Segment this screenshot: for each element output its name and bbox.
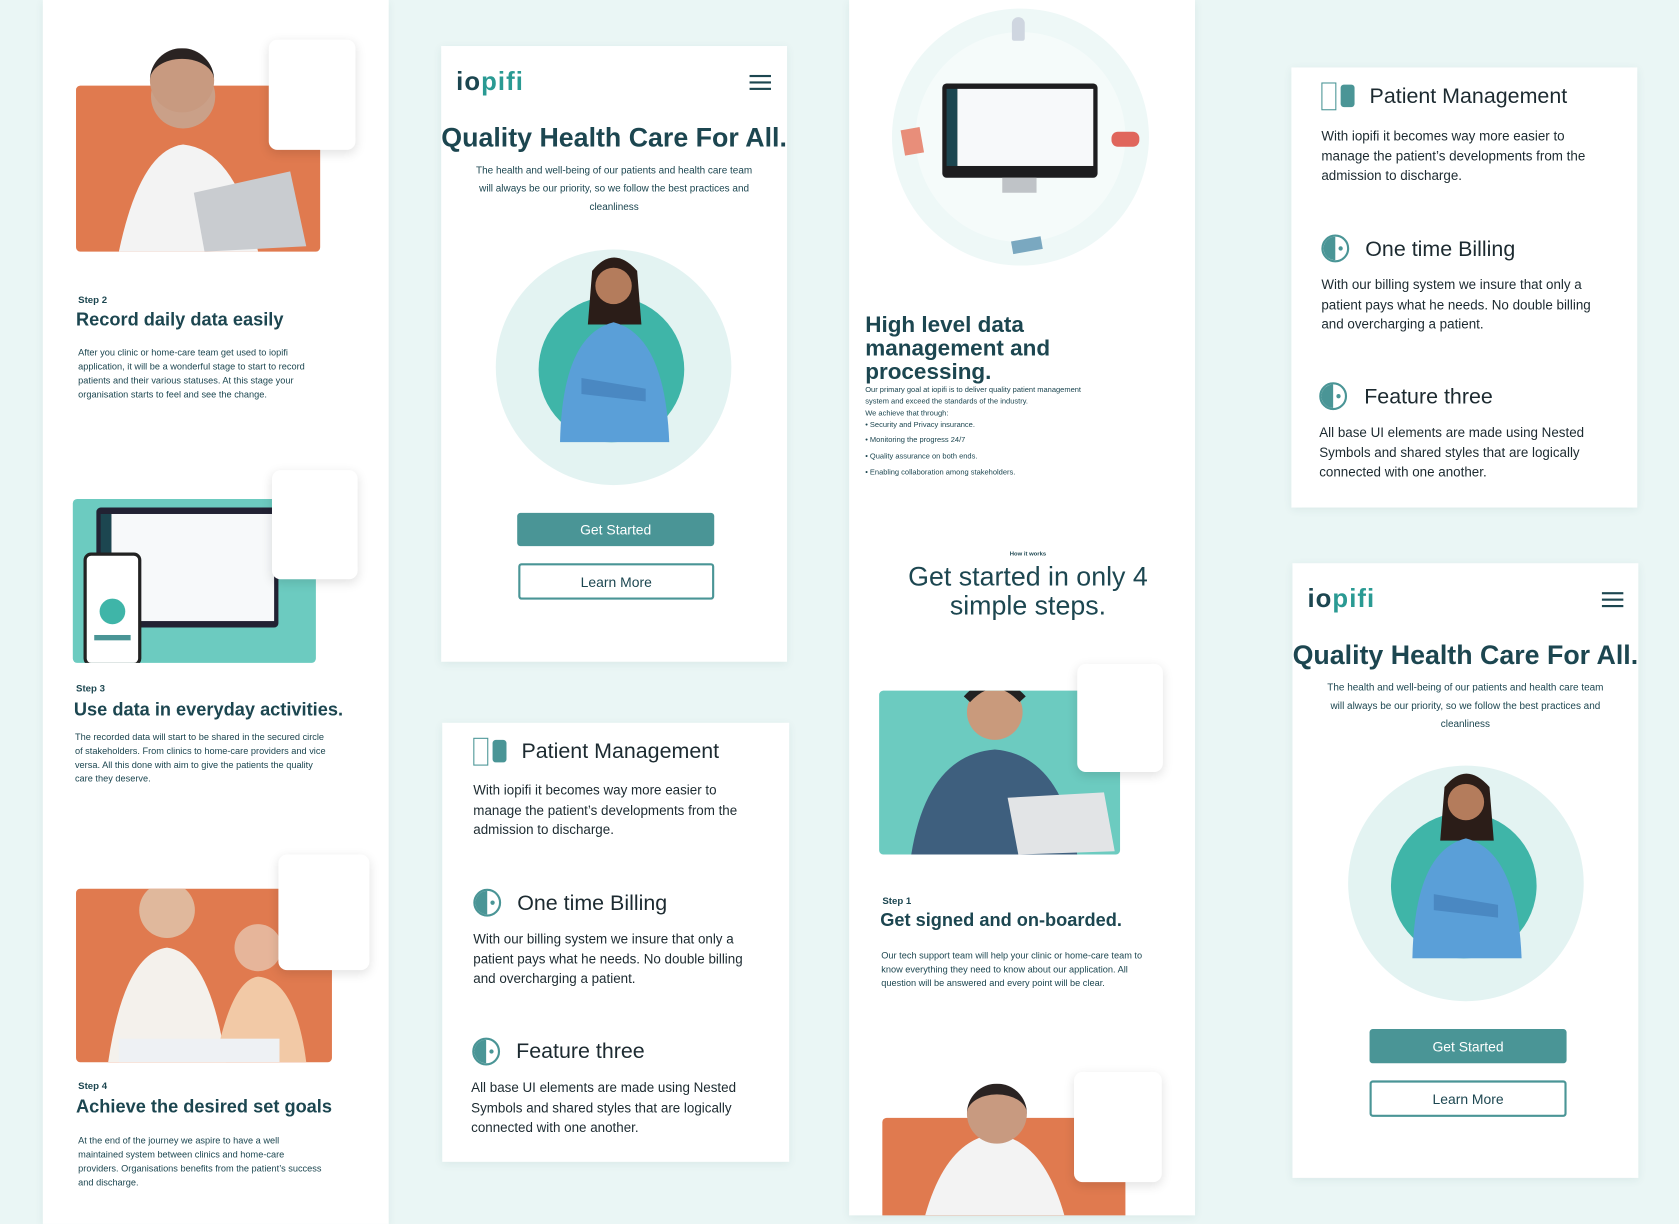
bullet-item: • Monitoring the progress 24/7 bbox=[865, 436, 966, 445]
feature-body: With our billing system we insure that o… bbox=[473, 931, 743, 987]
nurse-illustration bbox=[1348, 765, 1584, 1002]
step2-body: After you clinic or home-care team get u… bbox=[78, 346, 305, 400]
patient-management-icon bbox=[1321, 82, 1355, 111]
doctor-head bbox=[149, 48, 215, 113]
monitor bbox=[942, 83, 1098, 178]
step2-label: Step 2 bbox=[78, 294, 108, 306]
nurse-illustration bbox=[495, 249, 732, 486]
mobile-hero-card: iopifi Quality Health Care For All. The … bbox=[1292, 563, 1639, 1178]
hamburger-menu-icon[interactable] bbox=[1601, 592, 1624, 608]
how-it-works-title: Get started in only 4 simple steps. bbox=[908, 562, 1148, 622]
step3-title: Use data in everyday activities. bbox=[73, 699, 344, 720]
floating-card bbox=[278, 854, 370, 971]
half-circle-icon bbox=[1319, 382, 1348, 411]
floating-card bbox=[271, 470, 358, 580]
learn-more-button[interactable]: Learn More bbox=[1369, 1080, 1567, 1117]
doctor-illustration bbox=[925, 1133, 1065, 1216]
nurse-figure bbox=[560, 257, 670, 443]
hero-title: Quality Health Care For All. bbox=[1292, 640, 1639, 671]
half-circle-icon bbox=[473, 888, 502, 917]
data-and-steps-panel: High level data management and processin… bbox=[849, 0, 1196, 1216]
hamburger-menu-icon[interactable] bbox=[749, 74, 771, 90]
step1-label: Step 1 bbox=[882, 895, 912, 906]
iopifi-logo[interactable]: iopifi bbox=[1307, 584, 1376, 614]
floating-card bbox=[1077, 663, 1163, 773]
feature-title: Patient Management bbox=[1369, 84, 1568, 109]
bullet-item: • Enabling collaboration among stakehold… bbox=[865, 469, 1016, 477]
learn-more-button[interactable]: Learn More bbox=[518, 563, 715, 600]
hand-heart-icon bbox=[1111, 131, 1140, 147]
data-section-title: High level data management and processin… bbox=[865, 312, 1051, 385]
step1-body: Our tech support team will help your cli… bbox=[881, 949, 1143, 989]
patient-management-icon bbox=[473, 737, 507, 766]
features-card: Patient Management With iopifi it become… bbox=[1291, 67, 1638, 508]
half-circle-icon bbox=[1321, 234, 1350, 263]
feature-title: Feature three bbox=[516, 1039, 645, 1064]
feature-body: With iopifi it becomes way more easier t… bbox=[473, 782, 738, 838]
hero-body: The health and well-being of our patient… bbox=[476, 164, 753, 213]
step1-photo-support-agent bbox=[879, 690, 1121, 855]
feature-title: Patient Management bbox=[521, 739, 720, 764]
bullet-item: • Quality assurance on both ends. bbox=[865, 452, 978, 461]
iopifi-logo[interactable]: iopifi bbox=[456, 67, 524, 97]
step4-title: Achieve the desired set goals bbox=[76, 1096, 332, 1117]
feature-body: With our billing system we insure that o… bbox=[1321, 277, 1591, 332]
how-it-works-eyebrow: How it works bbox=[1009, 551, 1047, 558]
nurse-figure bbox=[1412, 773, 1522, 959]
feature-title: One time Billing bbox=[1365, 237, 1516, 262]
step4-body: At the end of the journey we aspire to h… bbox=[78, 1135, 322, 1188]
feature-title: Feature three bbox=[1364, 385, 1493, 410]
hero-title: Quality Health Care For All. bbox=[441, 123, 787, 154]
step3-body: The recorded data will start to be share… bbox=[74, 731, 326, 784]
data-section-intro2: We achieve that through: bbox=[865, 410, 949, 418]
feature-body: All base UI elements are made using Nest… bbox=[1319, 425, 1585, 480]
steps-panel-column-1: Step 2 Record daily data easily After yo… bbox=[42, 0, 389, 1224]
get-started-button[interactable]: Get Started bbox=[517, 512, 715, 547]
rocket-icon bbox=[1011, 17, 1025, 41]
phone bbox=[83, 552, 142, 663]
floating-card bbox=[1074, 1071, 1162, 1183]
data-section-intro: Our primary goal at iopifi is to deliver… bbox=[865, 386, 1082, 406]
feature-title: One time Billing bbox=[517, 891, 668, 916]
doctor-patient-illustration bbox=[108, 888, 307, 1063]
feature-body: With iopifi it becomes way more easier t… bbox=[1321, 128, 1586, 184]
step2-title: Record daily data easily bbox=[76, 309, 284, 330]
floating-card bbox=[268, 39, 356, 150]
step4-label: Step 4 bbox=[78, 1080, 108, 1092]
bullet-item: • Security and Privacy insurance. bbox=[865, 421, 975, 430]
hero-body: The health and well-being of our patient… bbox=[1327, 682, 1604, 730]
step3-label: Step 3 bbox=[76, 683, 105, 694]
features-card: Patient Management With iopifi it become… bbox=[442, 722, 790, 1162]
monitor-illustration bbox=[891, 8, 1149, 266]
half-circle-icon bbox=[472, 1037, 501, 1066]
support-agent-illustration bbox=[911, 690, 1115, 855]
mobile-hero-card: iopifi Quality Health Care For All. The … bbox=[441, 46, 788, 662]
feature-body: All base UI elements are made using Nest… bbox=[471, 1080, 737, 1136]
get-started-button[interactable]: Get Started bbox=[1369, 1029, 1567, 1064]
doctor-head bbox=[966, 1083, 1027, 1144]
step1-title: Get signed and on-boarded. bbox=[880, 910, 1122, 931]
